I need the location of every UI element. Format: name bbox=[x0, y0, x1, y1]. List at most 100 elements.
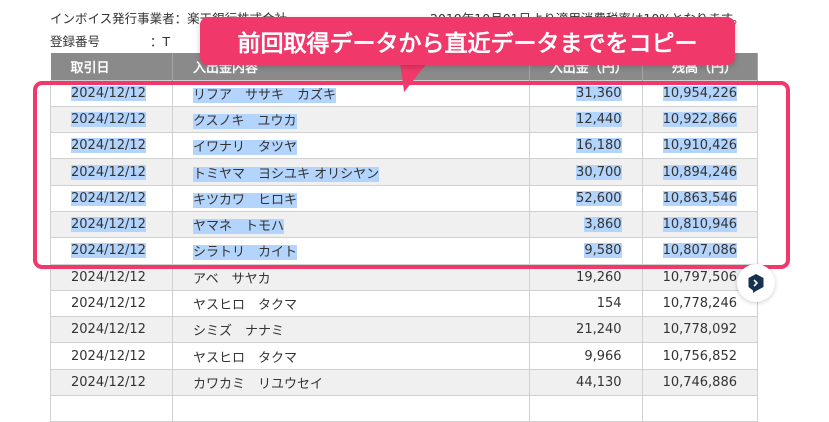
cell-description-text: シラトリ カイト bbox=[192, 245, 297, 261]
cell-date-text: 2024/12/12 bbox=[71, 322, 146, 338]
cell-description-text: キツカワ ヒロキ bbox=[192, 192, 297, 208]
cell-description: ヤスヒロ タクマ bbox=[171, 342, 530, 370]
cell-amount: 30,700 bbox=[528, 158, 643, 186]
cell-description: トミヤマ ヨシユキ オリシヤン bbox=[171, 158, 530, 186]
cell-balance: 10,746,886 bbox=[641, 368, 759, 397]
cell-description: ヤスヒロ タクマ bbox=[171, 289, 530, 318]
cell-balance-text: 10,810,946 bbox=[662, 217, 737, 233]
cell-date: 2024/12/12 bbox=[50, 289, 173, 318]
cell-balance: 10,810,946 bbox=[641, 210, 759, 239]
cell-amount: 3,860 bbox=[528, 210, 643, 239]
cell-date: 2024/12/12 bbox=[50, 316, 173, 344]
cell-balance: 10,863,546 bbox=[641, 184, 759, 212]
cell-description: シミズ ナナミ bbox=[171, 316, 530, 344]
cell-balance-text: 10,807,086 bbox=[662, 243, 737, 259]
cell-amount-text: 30,700 bbox=[576, 164, 622, 180]
cell-description: カワカミ リユウセイ bbox=[171, 368, 530, 397]
extension-logo-icon bbox=[748, 274, 764, 293]
table-row: 2024/12/12 ヤマネ トモハ 3,860 10,810,946 bbox=[50, 210, 759, 239]
cell-date-text: 2024/12/12 bbox=[71, 243, 146, 259]
cell-balance: 10,756,852 bbox=[641, 342, 759, 370]
cell-date: 2024/12/12 bbox=[50, 184, 173, 212]
cell-amount: 16,180 bbox=[528, 132, 643, 160]
cell-description-text: リフア ササキ カズキ bbox=[192, 87, 336, 103]
cell-balance: 10,922,866 bbox=[641, 105, 759, 134]
cell-description-text: トミヤマ ヨシユキ オリシヤン bbox=[192, 166, 380, 182]
cell-description-text: ヤマネ トモハ bbox=[192, 219, 284, 235]
cell-amount: 12,440 bbox=[528, 105, 643, 134]
cell-date-text: 2024/12/12 bbox=[71, 296, 146, 312]
cell-empty bbox=[50, 395, 173, 422]
cell-empty bbox=[641, 395, 759, 422]
cell-balance-text: 10,746,886 bbox=[662, 374, 737, 390]
cell-amount-text: 52,600 bbox=[576, 190, 622, 206]
cell-balance-text: 10,863,546 bbox=[662, 190, 737, 206]
cell-balance-text: 10,910,426 bbox=[662, 138, 737, 154]
table-row-partial bbox=[50, 395, 759, 422]
cell-description-text: イワナリ タツヤ bbox=[192, 140, 297, 156]
cell-amount-text: 12,440 bbox=[576, 111, 622, 127]
table-row: 2024/12/12 シラトリ カイト 9,580 10,807,086 bbox=[50, 237, 759, 265]
cell-description-text: ヤスヒロ タクマ bbox=[192, 350, 297, 366]
cell-amount-text: 3,860 bbox=[584, 217, 622, 233]
cell-amount-text: 16,180 bbox=[576, 138, 622, 154]
callout-banner: 前回取得データから直近データまでをコピー bbox=[200, 17, 735, 65]
cell-date: 2024/12/12 bbox=[50, 342, 173, 370]
cell-date-text: 2024/12/12 bbox=[71, 374, 146, 390]
cell-description-text: ヤスヒロ タクマ bbox=[192, 298, 297, 314]
cell-date: 2024/12/12 bbox=[50, 105, 173, 134]
cell-amount-text: 44,130 bbox=[576, 374, 622, 390]
cell-amount: 52,600 bbox=[528, 184, 643, 212]
selection-highlight-box bbox=[33, 81, 790, 269]
cell-balance-text: 10,922,866 bbox=[662, 111, 737, 127]
cell-date-text: 2024/12/12 bbox=[71, 217, 146, 233]
cell-amount-text: 9,966 bbox=[584, 348, 622, 364]
cell-amount-text: 154 bbox=[596, 296, 622, 312]
cell-amount: 44,130 bbox=[528, 368, 643, 397]
cell-balance-text: 10,797,506 bbox=[662, 269, 737, 285]
cell-date-text: 2024/12/12 bbox=[71, 164, 146, 180]
cell-amount: 21,240 bbox=[528, 316, 643, 344]
cell-date: 2024/12/12 bbox=[50, 368, 173, 397]
cell-empty bbox=[171, 395, 530, 422]
cell-balance-text: 10,778,092 bbox=[662, 322, 737, 338]
cell-date: 2024/12/12 bbox=[50, 210, 173, 239]
cell-balance-text: 10,954,226 bbox=[662, 85, 737, 101]
cell-description-text: カワカミ リユウセイ bbox=[192, 376, 323, 392]
cell-description: シラトリ カイト bbox=[171, 237, 530, 265]
table-row: 2024/12/12 ヤスヒロ タクマ 154 10,778,246 bbox=[50, 289, 759, 318]
cell-balance: 10,894,246 bbox=[641, 158, 759, 186]
cell-description-text: アベ サヤカ bbox=[192, 271, 271, 287]
table-row: 2024/12/12 カワカミ リユウセイ 44,130 10,746,886 bbox=[50, 368, 759, 397]
cell-balance: 10,807,086 bbox=[641, 237, 759, 265]
cell-date-text: 2024/12/12 bbox=[71, 348, 146, 364]
cell-amount-text: 19,260 bbox=[576, 269, 622, 285]
cell-amount: 9,580 bbox=[528, 237, 643, 265]
table-row: 2024/12/12 ヤスヒロ タクマ 9,966 10,756,852 bbox=[50, 342, 759, 370]
callout-text: 前回取得データから直近データまでをコピー bbox=[237, 31, 698, 57]
cell-amount-text: 31,360 bbox=[576, 85, 622, 101]
cell-date-text: 2024/12/12 bbox=[71, 190, 146, 206]
cell-empty bbox=[528, 395, 643, 422]
table-row: 2024/12/12 トミヤマ ヨシユキ オリシヤン 30,700 10,894,24… bbox=[50, 158, 759, 186]
extension-button[interactable] bbox=[737, 264, 775, 302]
cell-balance-text: 10,756,852 bbox=[662, 348, 737, 364]
cell-amount: 9,966 bbox=[528, 342, 643, 370]
cell-amount-text: 9,580 bbox=[584, 243, 622, 259]
cell-date-text: 2024/12/12 bbox=[71, 111, 146, 127]
cell-description-text: シミズ ナナミ bbox=[192, 324, 284, 340]
cell-description: クスノキ ユウカ bbox=[171, 105, 530, 134]
cell-amount-text: 21,240 bbox=[576, 322, 622, 338]
cell-date: 2024/12/12 bbox=[50, 158, 173, 186]
header-date: 取引日 bbox=[50, 53, 173, 80]
cell-date-text: 2024/12/12 bbox=[71, 138, 146, 154]
cell-description-text: クスノキ ユウカ bbox=[192, 113, 297, 129]
table-row: 2024/12/12 クスノキ ユウカ 12,440 10,922,866 bbox=[50, 105, 759, 134]
cell-balance-text: 10,894,246 bbox=[662, 164, 737, 180]
cell-balance: 10,778,092 bbox=[641, 316, 759, 344]
table-row: 2024/12/12 キツカワ ヒロキ 52,600 10,863,546 bbox=[50, 184, 759, 212]
cell-date-text: 2024/12/12 bbox=[71, 269, 146, 285]
cell-balance: 10,778,246 bbox=[641, 289, 759, 318]
registration-number: 登録番号 ：T bbox=[50, 34, 171, 49]
table-row: 2024/12/12 シミズ ナナミ 21,240 10,778,092 bbox=[50, 316, 759, 344]
